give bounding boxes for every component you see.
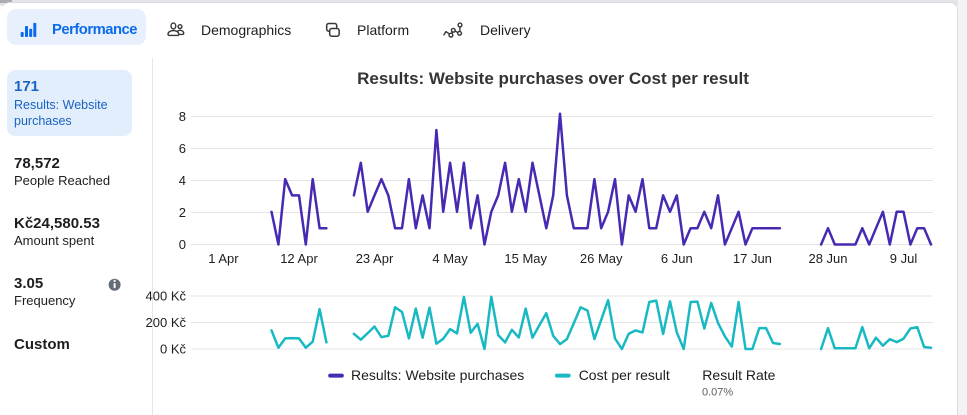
svg-text:8: 8	[179, 109, 186, 124]
svg-text:26 May: 26 May	[580, 251, 623, 266]
svg-text:17 Jun: 17 Jun	[733, 251, 772, 266]
svg-text:400 Kč: 400 Kč	[146, 289, 187, 304]
svg-text:0 Kč: 0 Kč	[160, 342, 187, 357]
svg-text:15 May: 15 May	[504, 251, 547, 266]
svg-text:6: 6	[179, 141, 186, 156]
svg-text:0: 0	[179, 237, 186, 252]
svg-text:Cost per result: Cost per result	[579, 367, 670, 383]
svg-text:Result Rate: Result Rate	[702, 367, 775, 383]
svg-text:4 May: 4 May	[432, 251, 468, 266]
svg-text:12 Apr: 12 Apr	[280, 251, 318, 266]
svg-text:9 Jul: 9 Jul	[890, 251, 918, 266]
svg-text:28 Jun: 28 Jun	[808, 251, 847, 266]
svg-text:200 Kč: 200 Kč	[146, 315, 187, 330]
svg-text:2: 2	[179, 205, 186, 220]
svg-text:4: 4	[179, 173, 186, 188]
svg-text:Results: Website purchases: Results: Website purchases	[351, 367, 524, 383]
svg-text:6 Jun: 6 Jun	[661, 251, 693, 266]
svg-text:0.07%: 0.07%	[702, 387, 733, 399]
svg-text:23 Apr: 23 Apr	[356, 251, 394, 266]
svg-text:1 Apr: 1 Apr	[208, 251, 239, 266]
